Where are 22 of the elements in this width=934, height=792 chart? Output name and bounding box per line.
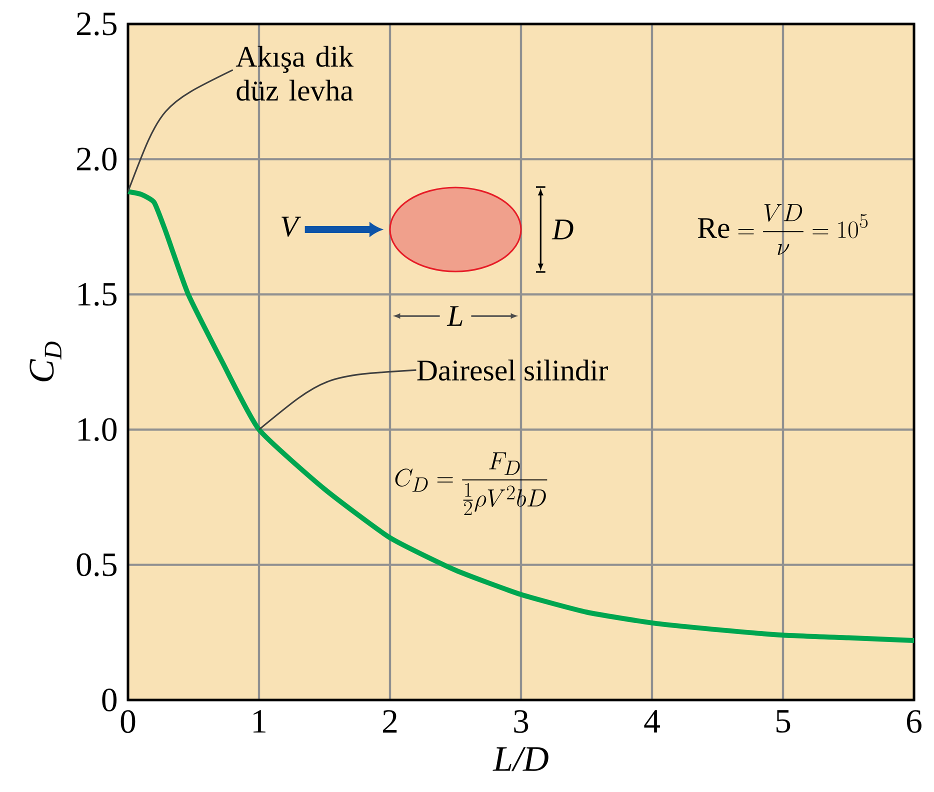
annotation: $\mathrm{Re} = \frac{VD}{\nu} = 10^5$ [698, 204, 868, 255]
x-axis-title: L/D [492, 747, 548, 772]
y-tick-label: 1.0 [78, 418, 117, 442]
y-tick-label: 1.5 [78, 282, 117, 306]
y-axis-title: C$_{D}$ [30, 342, 62, 382]
y-tick-label: 0.5 [76, 553, 117, 576]
annotation: $C_D = \frac{F_D}{\frac{1}{2}\rho V^2 bD}$ [395, 452, 548, 516]
annotation: Dairesel silindir [417, 360, 608, 381]
annotation: D [552, 220, 574, 240]
x-tick-label: 2 [383, 710, 397, 733]
x-tick-label: 6 [906, 710, 922, 733]
x-tick-label: 5 [776, 710, 790, 733]
y-tick-label: 2.0 [76, 148, 117, 171]
x-tick-label: 4 [644, 710, 660, 732]
annotation: L [446, 306, 462, 326]
x-tick-label: 1 [254, 710, 266, 733]
x-tick-label: 3 [514, 710, 528, 733]
y-tick-label: 0 [102, 688, 117, 712]
annotation: Akışa dik düz levha [236, 46, 354, 101]
annotation: V [282, 216, 302, 237]
y-tick-label: 2.5 [76, 12, 117, 36]
x-tick-label: 0 [120, 710, 136, 734]
